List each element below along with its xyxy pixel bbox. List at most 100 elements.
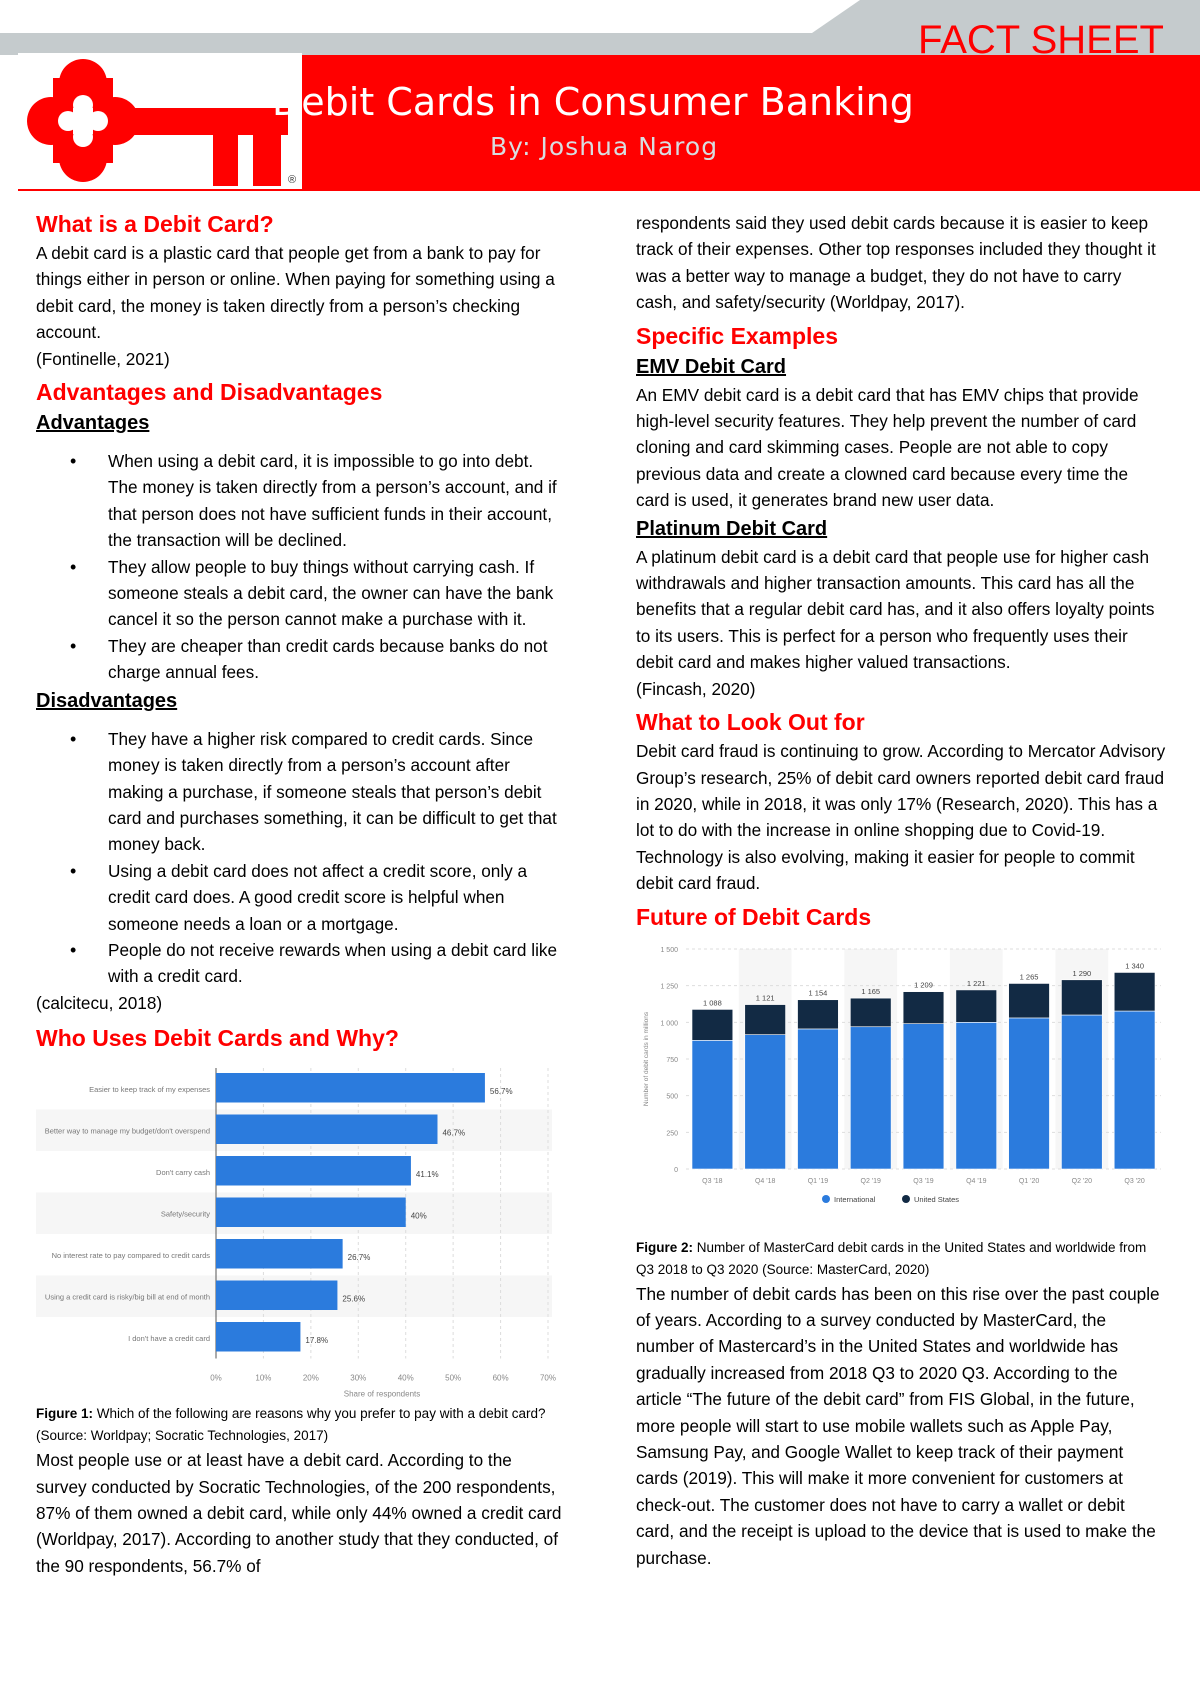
category-label: Better way to manage my budget/don't ove… — [45, 1126, 210, 1135]
total-label: 1 209 — [914, 980, 933, 989]
category-label: I don't have a credit card — [128, 1334, 210, 1343]
list-item: They are cheaper than credit cards becau… — [36, 633, 566, 686]
subheading-emv: EMV Debit Card — [636, 355, 787, 378]
data-label: 26.7% — [348, 1253, 371, 1262]
total-label: 1 221 — [967, 978, 986, 987]
x-tick-label: Q3 '18 — [702, 1178, 723, 1185]
bar — [216, 1156, 411, 1186]
x-tick-label: Q3 '19 — [913, 1178, 934, 1185]
bar-segment — [1113, 971, 1156, 1011]
list-item: They have a higher risk compared to cred… — [36, 726, 566, 858]
paragraph: Most people use or at least have a debit… — [36, 1450, 562, 1576]
x-tick-label: Q2 '19 — [861, 1178, 882, 1185]
bar-segment — [691, 1039, 734, 1169]
debit-cards-stacked-chart: 0 250 500 750 1 000 1 250 1 500 Number of debit… — [643, 947, 1161, 1204]
reasons-bar-chart: 0% 10% 20% 30% 40% 50% 60% 70% 56.7% Easier to ke… — [36, 1068, 556, 1399]
bar-segment — [850, 1025, 892, 1169]
subheading-disadvantages: Disadvantages — [36, 689, 178, 712]
x-tick-label: Q1 '19 — [808, 1178, 829, 1185]
category-label: Safety/security — [161, 1209, 210, 1218]
x-tick-label: 50% — [445, 1374, 461, 1383]
figure-1-caption: Figure 1: Which of the following are rea… — [36, 1403, 566, 1447]
x-tick-label: 40% — [398, 1374, 414, 1383]
left-column: What is a Debit Card? A debit card is a … — [36, 208, 566, 1579]
paragraph: The number of debit cards has been on th… — [636, 1283, 1160, 1568]
legend-swatch — [902, 1194, 910, 1203]
page-title: Debit Cards in Consumer Banking — [272, 80, 914, 124]
x-tick-label: 30% — [350, 1374, 366, 1383]
x-tick-label: 70% — [540, 1374, 556, 1383]
caption-text: Which of the following are reasons why y… — [36, 1406, 546, 1444]
header-gray-band — [0, 33, 1200, 55]
disadvantages-list: They have a higher risk compared to cred… — [36, 726, 566, 990]
list-item: Using a debit card does not affect a cre… — [36, 858, 566, 937]
y-tick-label: 500 — [666, 1093, 678, 1100]
data-label: 17.8% — [305, 1336, 328, 1345]
y-tick-label: 1 250 — [660, 983, 678, 990]
bar-segment — [1061, 979, 1103, 1015]
heading-adv-disadv: Advantages and Disadvantages — [36, 379, 383, 406]
legend-label: International — [834, 1195, 876, 1204]
caption-label: Figure 1: — [36, 1406, 94, 1422]
subheading-platinum: Platinum Debit Card — [636, 517, 828, 540]
total-label: 1 340 — [1125, 961, 1144, 970]
bar-segment — [1008, 1017, 1050, 1169]
advantages-list: When using a debit card, it is impossibl… — [36, 448, 566, 686]
x-tick-label: 0% — [210, 1374, 222, 1383]
fact-sheet-label: FACT SHEET — [918, 18, 1164, 62]
citation: (Fontinelle, 2021) — [36, 348, 170, 369]
bar — [216, 1239, 343, 1269]
caption-label: Figure 2: — [636, 1239, 694, 1255]
total-label: 1 154 — [809, 988, 828, 997]
bar-segment — [1008, 982, 1050, 1018]
x-tick-label: 10% — [255, 1374, 271, 1383]
y-tick-label: 0 — [674, 1167, 678, 1174]
bar-segment — [955, 989, 997, 1023]
paragraph: An EMV debit card is a debit card that h… — [636, 384, 1139, 511]
subheading-advantages: Advantages — [36, 412, 150, 435]
paragraph: respondents said they used debit cards b… — [636, 213, 1156, 313]
x-tick-label: Q1 '20 — [1019, 1178, 1040, 1185]
citation: (calcitecu, 2018) — [36, 992, 163, 1013]
heading-specific-examples: Specific Examples — [636, 322, 838, 349]
heading-who-uses: Who Uses Debit Cards and Why? — [36, 1025, 399, 1052]
list-item: They allow people to buy things without … — [36, 554, 566, 633]
category-label: No interest rate to pay compared to cred… — [52, 1251, 211, 1260]
category-label: Easier to keep track of my expenses — [89, 1085, 210, 1094]
right-column: respondents said they used debit cards b… — [636, 210, 1166, 1571]
total-label: 1 088 — [703, 998, 722, 1007]
bar-segment — [1061, 1014, 1103, 1169]
citation: (Fincash, 2020) — [636, 678, 756, 699]
total-label: 1 265 — [1020, 972, 1039, 981]
data-label: 25.6% — [342, 1294, 365, 1303]
bar — [216, 1280, 338, 1311]
paragraph: A platinum debit card is a debit card th… — [636, 546, 1155, 673]
bar-segment — [955, 1021, 997, 1169]
bar-segment — [850, 997, 892, 1027]
y-axis-label: Number of debit cards in millions — [643, 1011, 650, 1106]
x-tick-label: 60% — [493, 1374, 509, 1383]
total-label: 1 290 — [1072, 968, 1091, 977]
paragraph: Debit card fraud is continuing to grow. … — [636, 741, 1166, 894]
svg-text:®: ® — [288, 174, 296, 186]
total-label: 1 121 — [756, 993, 775, 1002]
bar-segment — [1113, 1010, 1156, 1169]
y-tick-label: 1 500 — [660, 947, 678, 954]
bar — [216, 1197, 406, 1228]
byline: By: Joshua Narog — [490, 132, 719, 161]
bar-segment — [744, 1003, 786, 1035]
category-label: Using a credit card is risky/big bill at… — [45, 1292, 210, 1301]
caption-text: Number of MasterCard debit cards in the … — [636, 1239, 1147, 1277]
list-item: People do not receive rewards when using… — [36, 937, 566, 990]
bar-segment — [902, 990, 945, 1024]
x-tick-label: Q4 '19 — [966, 1178, 987, 1185]
bar — [216, 1322, 301, 1352]
legend-swatch — [822, 1194, 830, 1203]
heading-look-out: What to Look Out for — [636, 709, 865, 736]
heading-future: Future of Debit Cards — [636, 903, 872, 930]
x-axis-label: Share of respondents — [344, 1390, 421, 1399]
x-tick-label: Q4 '18 — [755, 1178, 776, 1185]
paragraph: A debit card is a plastic card that peop… — [36, 243, 555, 343]
legend-label: United States — [914, 1195, 959, 1204]
bar-segment — [691, 1008, 734, 1041]
